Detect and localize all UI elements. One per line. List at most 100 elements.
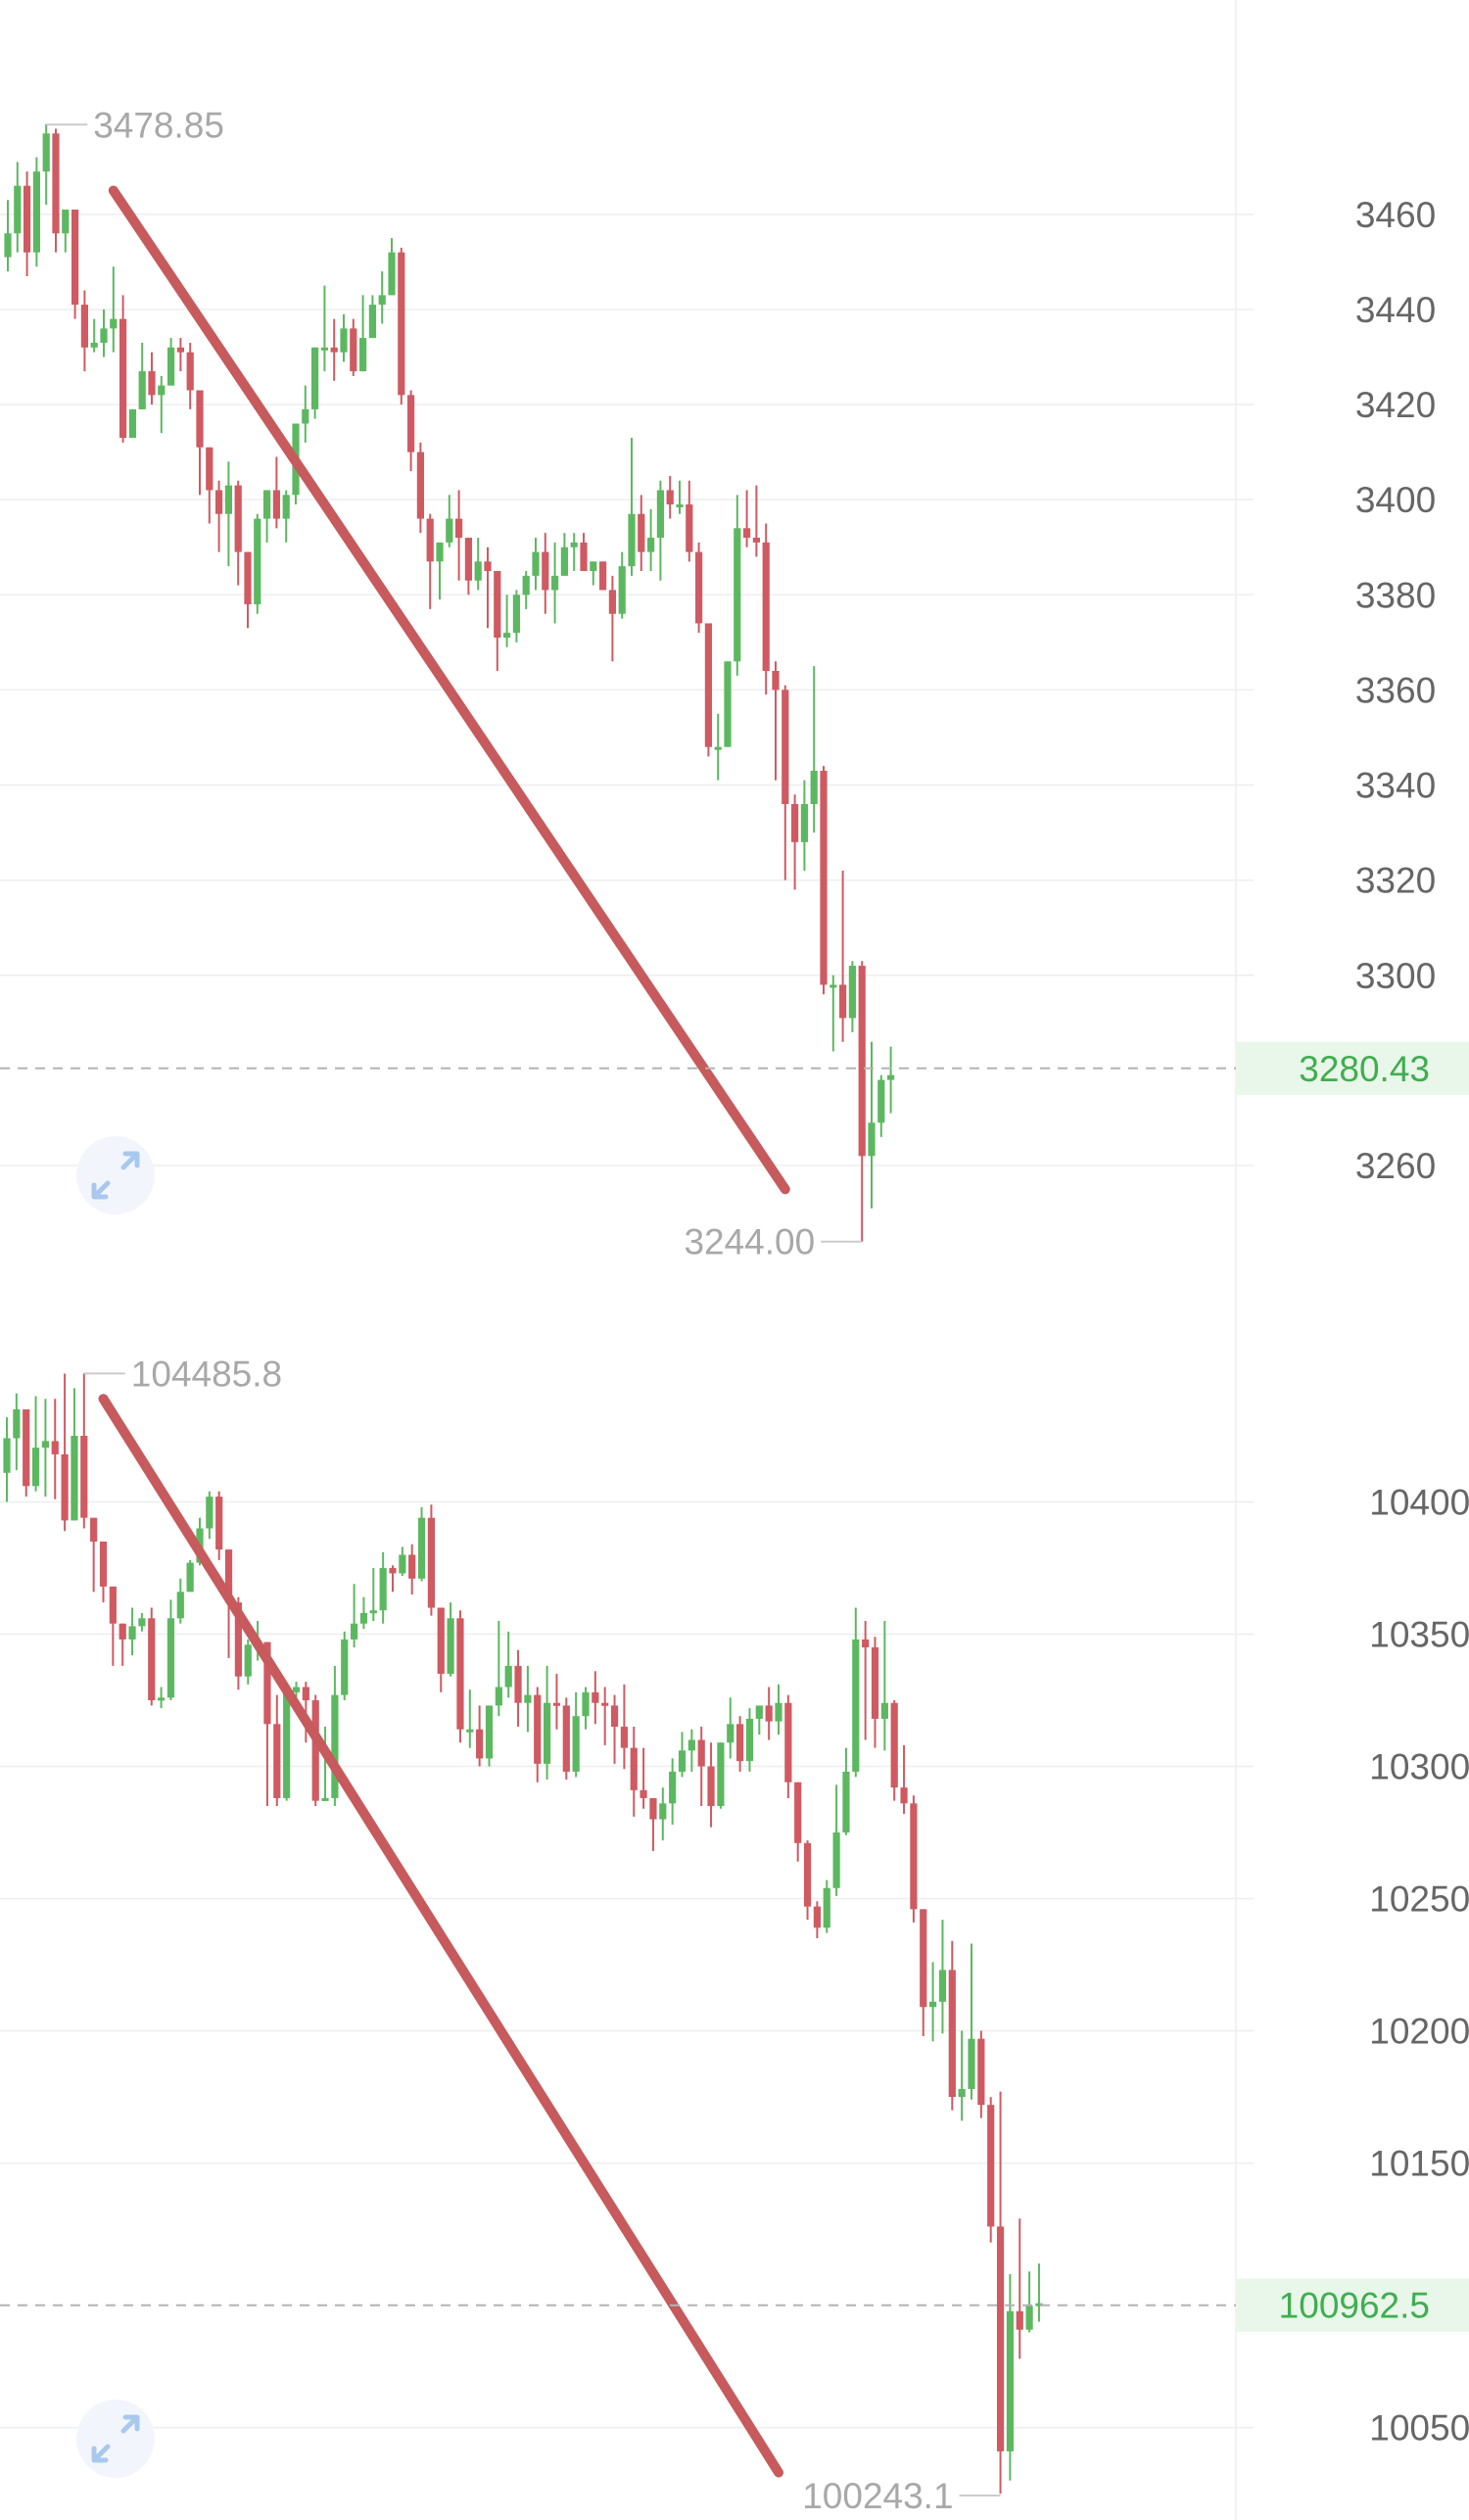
candle-body bbox=[1006, 2310, 1014, 2451]
candle-body bbox=[514, 1665, 522, 1703]
y-tick-label: 102000 bbox=[1369, 2012, 1469, 2052]
candle-body bbox=[32, 171, 40, 253]
candle-body bbox=[852, 1639, 860, 1772]
candle-body bbox=[244, 551, 252, 605]
candle-body bbox=[987, 2105, 995, 2227]
y-tick-label: 102500 bbox=[1369, 1879, 1469, 1920]
candle-body bbox=[743, 528, 751, 539]
candle-body bbox=[686, 504, 693, 552]
expand-button[interactable] bbox=[76, 1136, 155, 1214]
candle-body bbox=[341, 1639, 349, 1695]
high-price-label: 104485.8 bbox=[131, 1354, 282, 1394]
candle-body bbox=[234, 485, 242, 552]
candle-body bbox=[321, 1797, 329, 1801]
candle-body bbox=[570, 542, 578, 547]
current-price-label: 100962.5 bbox=[1279, 2286, 1430, 2326]
candle-body bbox=[647, 538, 655, 552]
candle-body bbox=[340, 328, 348, 353]
candle-body bbox=[302, 408, 309, 424]
candle-body bbox=[858, 966, 866, 1157]
candle-body bbox=[186, 1562, 194, 1593]
candle-body bbox=[794, 1782, 802, 1843]
candle-body bbox=[823, 1887, 830, 1928]
candle-body bbox=[283, 1691, 291, 1798]
candle-body bbox=[14, 185, 22, 234]
candle-body bbox=[618, 566, 626, 614]
candle-body bbox=[273, 1724, 281, 1798]
candle-body bbox=[42, 133, 50, 172]
candle-body bbox=[813, 1906, 821, 1928]
candle-body bbox=[697, 1739, 705, 1767]
candle-body bbox=[572, 1716, 580, 1772]
candle-body bbox=[1025, 2306, 1033, 2330]
candle-body bbox=[186, 352, 194, 391]
candle-body bbox=[656, 490, 664, 539]
candle-body bbox=[820, 770, 828, 985]
candle-body bbox=[522, 575, 530, 595]
candle-body bbox=[800, 803, 808, 842]
expand-button[interactable] bbox=[76, 2400, 155, 2478]
candle-body bbox=[331, 1694, 339, 1798]
y-tick-label: 3400 bbox=[1355, 480, 1436, 520]
candle-body bbox=[687, 1739, 695, 1751]
candle-body bbox=[745, 1718, 754, 1762]
candle-body bbox=[426, 518, 434, 562]
candle-body bbox=[582, 1691, 590, 1717]
candle-body bbox=[80, 1436, 88, 1518]
expand-button-bg bbox=[76, 1136, 155, 1214]
candle-body bbox=[206, 1497, 213, 1529]
candle-body bbox=[829, 984, 837, 988]
candle-body bbox=[782, 689, 789, 804]
candle-body bbox=[474, 561, 482, 581]
candle-body bbox=[244, 1644, 252, 1677]
candle-body bbox=[176, 347, 184, 353]
candle-body bbox=[938, 1970, 947, 2002]
candle-body bbox=[90, 342, 98, 348]
current-price-badge bbox=[1236, 2278, 1469, 2332]
y-tick-label: 3260 bbox=[1355, 1146, 1436, 1186]
candle-body bbox=[215, 1497, 223, 1550]
candle-body bbox=[263, 490, 271, 519]
y-tick-label: 3300 bbox=[1355, 956, 1436, 996]
candle-body bbox=[1035, 2303, 1043, 2306]
candle-body bbox=[379, 1568, 387, 1611]
candle-body bbox=[610, 1705, 619, 1728]
expand-button-bg bbox=[76, 2400, 155, 2478]
candle-body bbox=[3, 1438, 11, 1473]
candle-body bbox=[456, 1618, 464, 1730]
current-price-label: 3280.43 bbox=[1299, 1049, 1430, 1089]
candle-body bbox=[80, 305, 88, 348]
y-tick-label: 103500 bbox=[1369, 1615, 1469, 1655]
candle-body bbox=[734, 528, 741, 662]
candle-body bbox=[138, 371, 146, 409]
candle-body bbox=[762, 542, 770, 671]
chart-panel-2: 100962.5 104485.8 100243.1 1040001035001… bbox=[0, 1354, 1469, 2516]
candle-body bbox=[695, 551, 703, 624]
candle-body bbox=[562, 1705, 570, 1772]
candle-body bbox=[504, 1665, 512, 1688]
high-price-label: 3478.85 bbox=[93, 105, 224, 145]
candle-body bbox=[31, 1448, 40, 1487]
candle-body bbox=[407, 395, 415, 452]
candle-body bbox=[630, 1747, 638, 1790]
candle-body bbox=[311, 1700, 319, 1801]
candle-body bbox=[842, 1771, 850, 1833]
candle-body bbox=[552, 1702, 561, 1706]
candle-body bbox=[350, 328, 357, 372]
candle-body bbox=[52, 133, 60, 234]
candles bbox=[3, 1373, 1043, 2495]
candle-body bbox=[234, 1602, 242, 1677]
candle-body bbox=[839, 984, 847, 1019]
candle-body bbox=[877, 1079, 885, 1123]
candle-body bbox=[714, 746, 722, 750]
y-tick-label: 3320 bbox=[1355, 861, 1436, 901]
candle-body bbox=[110, 318, 118, 329]
candle-body bbox=[676, 504, 684, 508]
trendline bbox=[108, 185, 790, 1195]
y-tick-label: 3360 bbox=[1355, 670, 1436, 710]
candle-body bbox=[368, 305, 376, 339]
candle-body bbox=[592, 1691, 599, 1703]
candle-body bbox=[590, 561, 597, 572]
candle-body bbox=[215, 490, 223, 514]
candle-body bbox=[416, 452, 424, 519]
